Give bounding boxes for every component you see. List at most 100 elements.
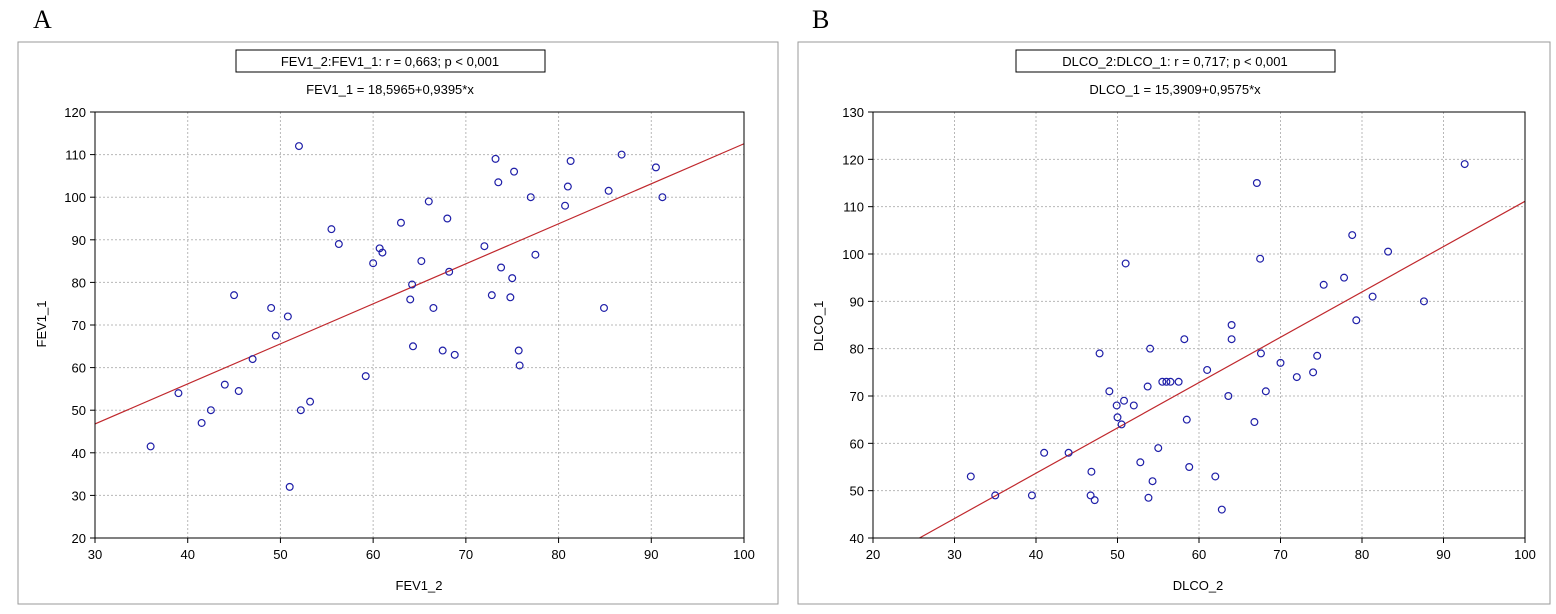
x-tick-label: 100: [1514, 547, 1536, 562]
scatter-point: [1224, 392, 1233, 401]
x-tick-label: 40: [180, 547, 194, 562]
scatter-point: [1227, 321, 1236, 330]
scatter-point: [408, 280, 417, 289]
scatter-point: [285, 482, 294, 491]
scatter-point: [1185, 463, 1194, 472]
scatter-point: [234, 387, 243, 396]
scatter-point: [566, 156, 575, 165]
scatter-point: [1203, 365, 1212, 374]
plot-area: [872, 111, 1526, 539]
y-tick-label: 60: [72, 361, 86, 376]
scatter-point: [561, 201, 570, 210]
plot-area: [94, 111, 745, 539]
scatter-point: [506, 293, 515, 302]
y-tick-label: 20: [72, 531, 86, 546]
scatter-point: [1276, 358, 1285, 367]
scatter-panel-a: A FEV1_2:FEV1_1: r = 0,663; p < 0,001 FE…: [17, 5, 779, 605]
scatter-point: [1064, 448, 1073, 457]
scatter-point: [334, 240, 343, 249]
y-tick-label: 60: [850, 436, 864, 451]
scatter-point: [1256, 349, 1265, 358]
scatter-point: [174, 389, 183, 398]
scatter-point: [1146, 344, 1155, 353]
scatter-point: [1217, 505, 1226, 514]
scatter-point: [526, 193, 535, 202]
y-tick-label: 120: [64, 105, 86, 120]
x-tick-label: 50: [1110, 547, 1124, 562]
scatter-point: [991, 491, 1000, 500]
x-tick-label: 100: [733, 547, 755, 562]
scatter-point: [197, 418, 206, 427]
x-tick-label: 70: [459, 547, 473, 562]
scatter-point: [230, 291, 239, 300]
scatter-point: [417, 257, 426, 266]
panel-letter: B: [812, 5, 829, 34]
scatter-point: [296, 406, 305, 415]
y-tick-label: 110: [843, 200, 864, 215]
y-tick-label: 90: [850, 294, 864, 309]
scatter-point: [510, 167, 519, 176]
scatter-point: [1121, 259, 1130, 268]
scatter-point: [1313, 351, 1322, 360]
scatter-point: [378, 248, 387, 257]
scatter-point: [651, 163, 660, 172]
chart-title: FEV1_2:FEV1_1: r = 0,663; p < 0,001: [281, 54, 499, 69]
x-tick-label: 30: [947, 547, 961, 562]
scatter-point: [563, 182, 572, 191]
scatter-point: [146, 442, 155, 451]
scatter-point: [1309, 368, 1318, 377]
scatter-point: [514, 346, 523, 355]
regression-equation: DLCO_1 = 15,3909+0,9575*x: [1089, 82, 1261, 97]
y-tick-label: 70: [72, 318, 86, 333]
scatter-point: [1340, 273, 1349, 282]
scatter-point: [1348, 231, 1357, 240]
scatter-point: [443, 214, 452, 223]
scatter-point: [361, 372, 370, 381]
scatter-point: [438, 346, 447, 355]
scatter-point: [1027, 491, 1036, 500]
stats-box: [1015, 49, 1336, 73]
scatter-point: [1143, 382, 1152, 391]
scatter-point: [409, 342, 418, 351]
scatter-point: [1419, 297, 1428, 306]
scatter-point: [424, 197, 433, 206]
x-axis-label: FEV1_2: [396, 578, 443, 593]
regression-equation: FEV1_1 = 18,5965+0,9395*x: [306, 82, 474, 97]
scatter-point: [1158, 377, 1167, 386]
y-tick-label: 80: [850, 342, 864, 357]
x-tick-label: 60: [1192, 547, 1206, 562]
scatter-point: [220, 380, 229, 389]
scatter-point: [248, 355, 257, 364]
scatter-point: [1117, 420, 1126, 429]
chart-title: DLCO_2:DLCO_1: r = 0,717; p < 0,001: [1062, 54, 1287, 69]
y-tick-label: 40: [850, 531, 864, 546]
scatter-point: [1154, 444, 1163, 453]
scatter-point: [327, 225, 336, 234]
scatter-point: [617, 150, 626, 159]
x-tick-label: 30: [88, 547, 102, 562]
x-tick-label: 20: [866, 547, 880, 562]
y-tick-label: 100: [842, 247, 864, 262]
scatter-point: [1086, 491, 1095, 500]
scatter-point: [487, 291, 496, 300]
y-tick-label: 100: [64, 190, 86, 205]
scatter-point: [480, 242, 489, 251]
scatter-point: [1460, 160, 1469, 169]
scatter-point: [1252, 179, 1261, 188]
y-tick-label: 50: [850, 484, 864, 499]
panel-letter: A: [33, 5, 52, 34]
scatter-point: [1090, 496, 1099, 505]
scatter-point: [1113, 413, 1122, 422]
scatter-point: [267, 303, 276, 312]
x-axis-label: DLCO_2: [1173, 578, 1224, 593]
y-axis-label: DLCO_1: [811, 301, 826, 352]
scatter-point: [658, 193, 667, 202]
scatter-point: [1166, 377, 1175, 386]
x-tick-label: 90: [644, 547, 658, 562]
scatter-point: [497, 263, 506, 272]
scatter-point: [283, 312, 292, 321]
scatter-point: [1292, 373, 1301, 382]
y-axis-label: FEV1_1: [34, 301, 49, 348]
scatter-point: [1136, 458, 1145, 467]
